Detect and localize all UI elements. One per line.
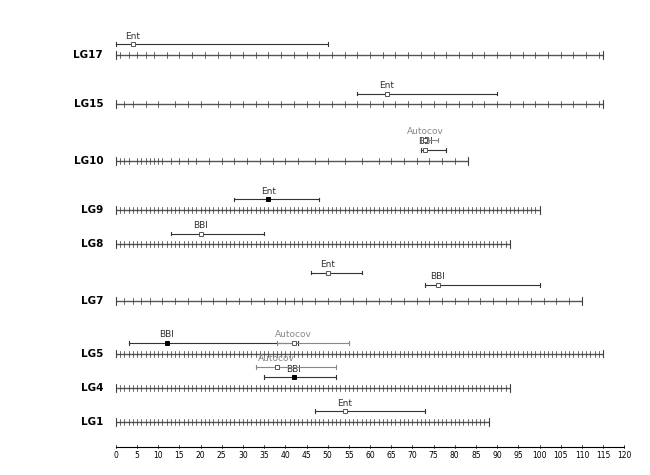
Text: BBI: BBI xyxy=(418,137,433,146)
Text: 50: 50 xyxy=(323,451,333,460)
Text: LG1: LG1 xyxy=(81,417,103,427)
Text: BBI: BBI xyxy=(193,221,208,230)
Text: Autocov: Autocov xyxy=(259,354,295,363)
Text: LG15: LG15 xyxy=(73,99,103,109)
Text: 30: 30 xyxy=(238,451,248,460)
Text: 105: 105 xyxy=(554,451,568,460)
Text: 70: 70 xyxy=(408,451,417,460)
Text: 20: 20 xyxy=(196,451,205,460)
Text: Ent: Ent xyxy=(125,31,140,40)
Text: 110: 110 xyxy=(575,451,589,460)
Text: BBI: BBI xyxy=(287,364,301,373)
Text: LG4: LG4 xyxy=(81,383,103,393)
Text: 5: 5 xyxy=(135,451,140,460)
Text: 80: 80 xyxy=(450,451,460,460)
Text: 90: 90 xyxy=(492,451,502,460)
Text: 40: 40 xyxy=(280,451,290,460)
Text: BBI: BBI xyxy=(159,331,174,340)
Text: LG17: LG17 xyxy=(73,50,103,60)
Text: Ent: Ent xyxy=(337,399,352,408)
Text: 55: 55 xyxy=(344,451,354,460)
Text: 65: 65 xyxy=(386,451,396,460)
Text: LG5: LG5 xyxy=(81,349,103,359)
Text: 85: 85 xyxy=(471,451,481,460)
Text: Ent: Ent xyxy=(380,81,395,90)
Text: 120: 120 xyxy=(617,451,632,460)
Text: 0: 0 xyxy=(113,451,118,460)
Text: 60: 60 xyxy=(365,451,375,460)
Text: 10: 10 xyxy=(153,451,163,460)
Text: LG10: LG10 xyxy=(73,156,103,166)
Text: Autocov: Autocov xyxy=(407,127,443,136)
Text: 35: 35 xyxy=(259,451,269,460)
Text: 25: 25 xyxy=(217,451,227,460)
Text: Autocov: Autocov xyxy=(276,331,312,340)
Text: LG8: LG8 xyxy=(81,239,103,249)
Text: 100: 100 xyxy=(532,451,547,460)
Text: BBI: BBI xyxy=(430,272,445,281)
Text: 115: 115 xyxy=(596,451,610,460)
Text: LG9: LG9 xyxy=(81,205,103,215)
Text: Ent: Ent xyxy=(261,187,276,196)
Text: LG7: LG7 xyxy=(81,296,103,306)
Text: 95: 95 xyxy=(514,451,523,460)
Text: Ent: Ent xyxy=(320,260,335,269)
Text: 75: 75 xyxy=(429,451,439,460)
Text: 15: 15 xyxy=(175,451,184,460)
Text: 45: 45 xyxy=(302,451,311,460)
